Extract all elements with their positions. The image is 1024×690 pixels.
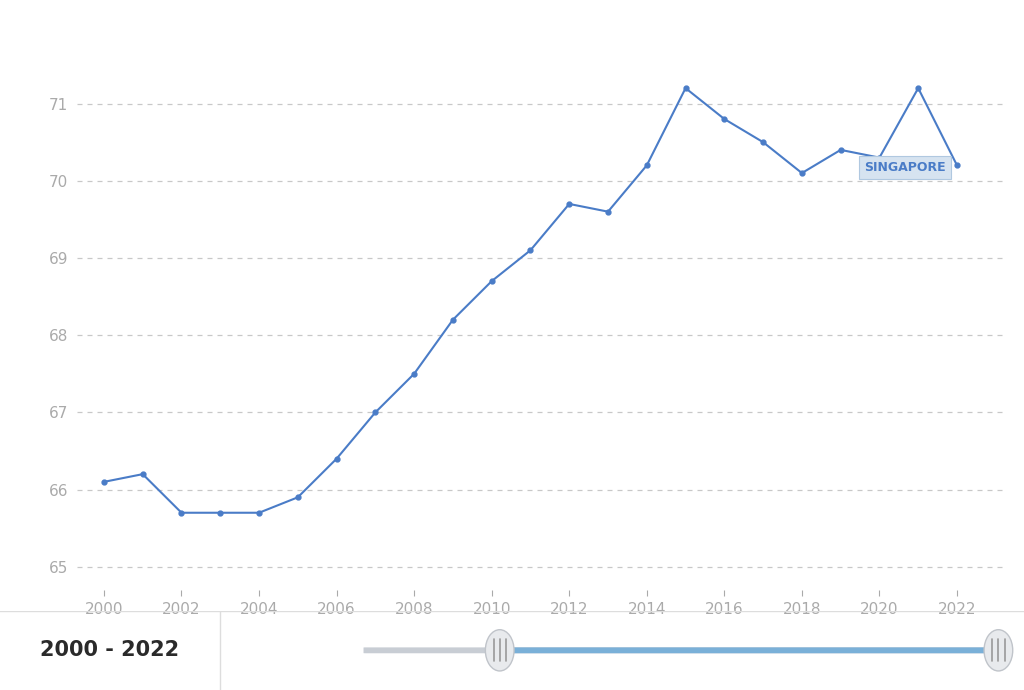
- Text: 2000 - 2022: 2000 - 2022: [40, 640, 179, 660]
- Text: SINGAPORE: SINGAPORE: [864, 161, 945, 174]
- Ellipse shape: [485, 630, 514, 671]
- Ellipse shape: [984, 630, 1013, 671]
- FancyBboxPatch shape: [364, 647, 1000, 653]
- FancyBboxPatch shape: [498, 647, 1000, 653]
